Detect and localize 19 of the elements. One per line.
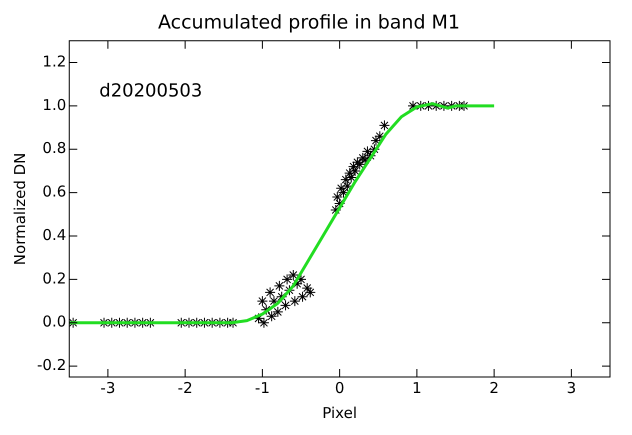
x-tick-label: -3 (100, 378, 116, 397)
y-tick-label: 0.4 (42, 226, 66, 244)
y-tick-label: 0.2 (42, 269, 66, 288)
x-axis-title: Pixel (322, 404, 357, 422)
annotation: d20200503 (99, 80, 202, 102)
x-tick-label: 2 (489, 378, 499, 397)
x-tick-label: 0 (334, 378, 344, 397)
y-tick-label: 1.0 (42, 96, 66, 114)
y-tick-label: -0.2 (36, 356, 66, 374)
y-axis-title: Normalized DN (10, 152, 29, 266)
y-tick-label: 1.2 (42, 52, 66, 70)
y-tick-label: 0.6 (42, 182, 66, 201)
x-tick-label: 1 (412, 378, 422, 397)
x-tick-label: -1 (254, 378, 270, 397)
chart-title: Accumulated profile in band M1 (158, 11, 460, 34)
x-tick-label: -2 (178, 378, 193, 397)
x-tick-label: 3 (566, 378, 576, 397)
y-tick-label: 0.0 (42, 312, 66, 331)
y-tick-label: 0.8 (42, 139, 66, 158)
